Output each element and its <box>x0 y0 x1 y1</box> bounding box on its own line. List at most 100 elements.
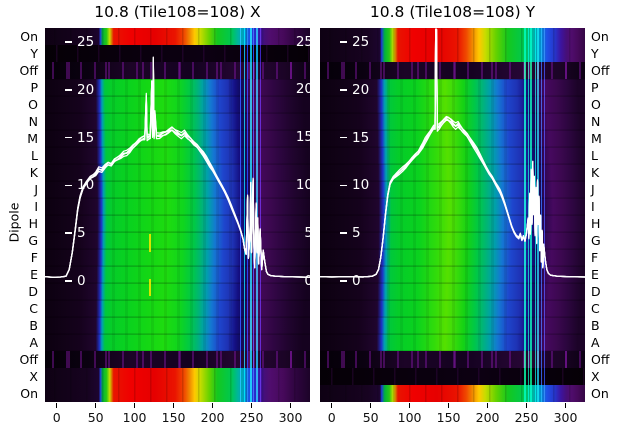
x-tick <box>173 403 175 408</box>
x-tick <box>487 403 489 408</box>
heatmap-row-a <box>45 334 310 351</box>
heatmap-row-l <box>45 147 310 164</box>
inner-ytick-25: 25 <box>340 34 369 51</box>
dipole-label-off: Off <box>19 63 38 78</box>
rfi-streak-line <box>527 28 529 402</box>
x-tick <box>290 403 291 408</box>
heatmap-row-p <box>45 79 310 96</box>
x-tick <box>212 403 214 408</box>
heatmap-row-l <box>320 147 585 164</box>
heatmap-row-c <box>45 300 310 317</box>
x-tick-label: 250 <box>239 410 264 425</box>
x-tick-label: 100 <box>122 410 147 425</box>
heatmap-row-m <box>45 130 310 147</box>
yellow-mark <box>149 234 152 252</box>
gap-ytick-15: 15 <box>295 129 313 146</box>
heatmap-row-k <box>45 164 310 181</box>
dipole-label-on: On <box>591 386 609 401</box>
heatmap-row-on <box>45 28 310 45</box>
x-tick <box>409 403 411 408</box>
ytick-value: 15 <box>352 129 370 146</box>
inner-ytick-0: 0 <box>65 273 86 290</box>
dipole-label-n: N <box>591 114 601 129</box>
x-tick-label: 250 <box>514 410 539 425</box>
heatmap-row-b <box>45 317 310 334</box>
dipole-labels-right: On Y Off P O N M L K J I H G F E D C B A Off X On <box>591 28 639 402</box>
gap-ytick-10: 10 <box>295 176 313 193</box>
rfi-streak-line <box>540 28 542 402</box>
heatmap-row-on <box>320 28 585 45</box>
heatmap-row-b <box>320 317 585 334</box>
inner-ytick-25: 25 <box>65 34 94 51</box>
heatmap-row-on <box>45 385 310 402</box>
dipole-label-n: N <box>28 114 38 129</box>
ytick-value: 25 <box>352 34 370 50</box>
dipole-label-x: X <box>591 369 600 384</box>
channel-banding <box>376 79 515 351</box>
power-curve-trace <box>320 28 585 278</box>
dipole-label-j: J <box>591 182 595 197</box>
x-tick-label: 50 <box>87 410 104 425</box>
dipole-label-d: D <box>28 284 38 299</box>
ytick-dash <box>65 41 72 43</box>
dipole-label-off: Off <box>19 352 38 367</box>
inner-ytick-20: 20 <box>340 81 369 98</box>
dipole-label-o: O <box>591 97 601 112</box>
power-curve-trace <box>45 59 310 278</box>
ytick-dash <box>65 184 72 187</box>
heatmap-row-y <box>45 45 310 62</box>
x-tick <box>134 403 136 408</box>
ytick-dash <box>340 232 347 234</box>
heatmap-row-d <box>45 283 310 300</box>
power-curve <box>45 56 310 278</box>
x-tick <box>95 403 97 408</box>
ytick-dash <box>65 136 72 139</box>
heatmap-row-off <box>45 62 310 79</box>
x-tick <box>526 403 527 408</box>
heatmap-row-off <box>320 62 585 79</box>
x-tick <box>370 403 372 408</box>
dipole-label-h: H <box>28 216 38 231</box>
x-tick-label: 0 <box>52 410 61 425</box>
inner-ytick-10: 10 <box>65 177 94 194</box>
dipole-label-f: F <box>591 250 599 265</box>
rfi-streak-line <box>240 28 242 402</box>
heatmap-row-h <box>45 215 310 232</box>
dipole-label-y: Y <box>591 46 599 61</box>
x-tick-label: 300 <box>278 410 303 425</box>
heatmap-row-f <box>320 249 585 266</box>
heatmap-row-e <box>45 266 310 283</box>
ytick-value: 20 <box>77 81 95 98</box>
dipole-label-b: B <box>591 318 600 333</box>
rfi-streak-line <box>243 28 246 402</box>
heatmap-row-y <box>320 45 585 62</box>
ytick-value: 0 <box>352 273 361 289</box>
dipole-label-on: On <box>591 29 609 44</box>
dipole-label-d: D <box>591 284 601 299</box>
x-tick-label: 150 <box>161 410 186 425</box>
ytick-value: 20 <box>352 81 370 98</box>
heatmap-row-a <box>320 334 585 351</box>
inner-ytick-5: 5 <box>340 225 361 242</box>
dipole-label-g: G <box>28 233 38 248</box>
dipole-label-o: O <box>28 97 38 112</box>
dipole-label-p: P <box>30 80 38 95</box>
dipole-label-l: L <box>31 148 38 163</box>
heatmap-row-k <box>320 164 585 181</box>
x-tick <box>565 403 566 408</box>
ytick-value: 15 <box>77 129 95 146</box>
rfi-streak-line <box>543 28 546 402</box>
dipole-label-k: K <box>591 165 600 180</box>
panel-title-y: 10.8 (Tile108=108) Y <box>369 3 536 21</box>
heatmap-row-h <box>320 215 585 232</box>
dipole-label-p: P <box>591 80 599 95</box>
heatmap-row-n <box>45 113 310 130</box>
x-tick-label: 200 <box>475 410 500 425</box>
x-tick <box>251 403 252 408</box>
ytick-value: 0 <box>77 273 86 289</box>
inner-ytick-15: 15 <box>65 129 94 146</box>
heatmap-row-c <box>320 300 585 317</box>
inner-ytick-5: 5 <box>65 225 86 242</box>
ytick-dash <box>340 136 347 139</box>
